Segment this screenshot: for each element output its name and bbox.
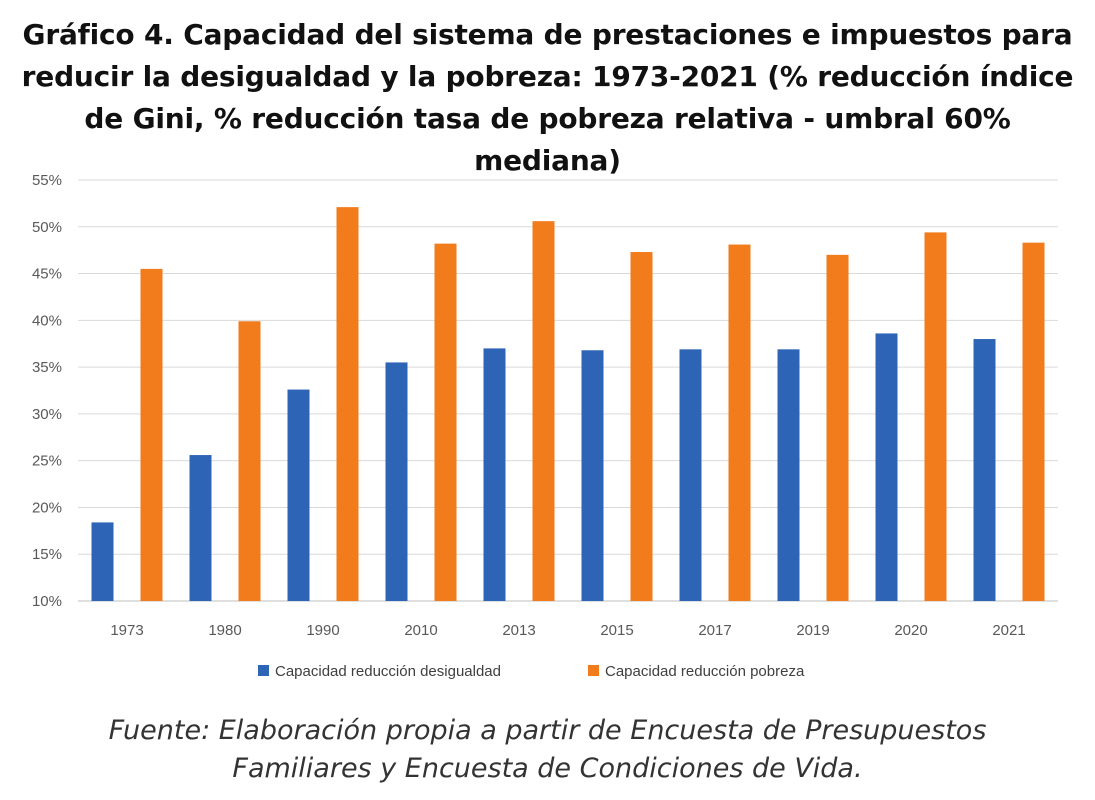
y-tick-label: 35% <box>32 359 62 376</box>
legend-swatch <box>588 665 599 676</box>
bar-pobreza-2015 <box>630 252 653 601</box>
bar-desigualdad-1973 <box>91 522 114 601</box>
bar-desigualdad-1980 <box>189 455 212 601</box>
bar-pobreza-2021 <box>1022 242 1045 601</box>
bar-pobreza-1990 <box>336 207 359 601</box>
bar-pobreza-2010 <box>434 243 457 601</box>
x-tick-label: 1990 <box>306 622 339 639</box>
legend-label: Capacidad reducción pobreza <box>605 663 805 680</box>
y-tick-label: 50% <box>32 219 62 236</box>
chart-title-line-2: reducir la desigualdad y la pobreza: 197… <box>21 60 1074 93</box>
x-tick-label: 2021 <box>992 622 1025 639</box>
x-tick-label: 2019 <box>796 622 829 639</box>
bar-desigualdad-2010 <box>385 362 408 601</box>
bar-desigualdad-1990 <box>287 389 310 601</box>
chart-title-line-1: Gráfico 4. Capacidad del sistema de pres… <box>22 18 1073 51</box>
y-tick-label: 40% <box>32 312 62 329</box>
chart-title: Gráfico 4. Capacidad del sistema de pres… <box>10 14 1085 182</box>
bar-desigualdad-2019 <box>777 349 800 601</box>
x-tick-label: 2020 <box>894 622 927 639</box>
legend-label: Capacidad reducción desigualdad <box>275 663 501 680</box>
source-note: Fuente: Elaboración propia a partir de E… <box>0 712 1095 788</box>
bar-desigualdad-2020 <box>875 333 898 601</box>
chart-title-line-3: de Gini, % reducción tasa de pobreza rel… <box>84 102 1011 177</box>
legend: Capacidad reducción desigualdad Capacidad… <box>258 663 805 680</box>
bar-chart: 10%15%20%25%30%35%40%45%50%55% 1973 1980 1… <box>32 172 1058 680</box>
x-tick-label: 1980 <box>208 622 241 639</box>
x-tick-label: 1973 <box>110 622 143 639</box>
source-line-1: Fuente: Elaboración propia a partir de E… <box>108 715 987 746</box>
bar-pobreza-2020 <box>924 232 947 601</box>
y-tick-label: 20% <box>32 499 62 516</box>
bar-pobreza-1980 <box>238 321 261 601</box>
bar-pobreza-1973 <box>140 268 163 601</box>
source-line-2: Familiares y Encuesta de Condiciones de … <box>232 753 863 784</box>
bar-pobreza-2013 <box>532 221 555 602</box>
bar-desigualdad-2021 <box>973 339 996 601</box>
y-tick-label: 25% <box>32 453 62 470</box>
x-tick-label: 2017 <box>698 622 731 639</box>
bar-pobreza-2019 <box>826 254 849 601</box>
y-tick-label: 55% <box>32 172 62 189</box>
y-tick-label: 10% <box>32 593 62 610</box>
x-tick-label: 2015 <box>600 622 633 639</box>
bar-desigualdad-2015 <box>581 350 604 601</box>
legend-swatch <box>258 665 269 676</box>
bar-pobreza-2017 <box>728 244 751 601</box>
bar-desigualdad-2017 <box>679 349 702 601</box>
x-axis-labels: 1973 1980 1990 2010 2013 2015 2017 2019 2020 2021 <box>110 622 1025 639</box>
y-tick-label: 15% <box>32 546 62 563</box>
y-tick-label: 45% <box>32 266 62 283</box>
bars <box>91 207 1045 602</box>
y-tick-label: 30% <box>32 406 62 423</box>
y-axis-labels: 10% 15% 20% 25% 30% 35% 40% 45% 50% 55% <box>32 172 62 610</box>
x-tick-label: 2010 <box>404 622 437 639</box>
gridlines <box>78 179 1058 602</box>
x-tick-label: 2013 <box>502 622 535 639</box>
bar-desigualdad-2013 <box>483 348 506 601</box>
